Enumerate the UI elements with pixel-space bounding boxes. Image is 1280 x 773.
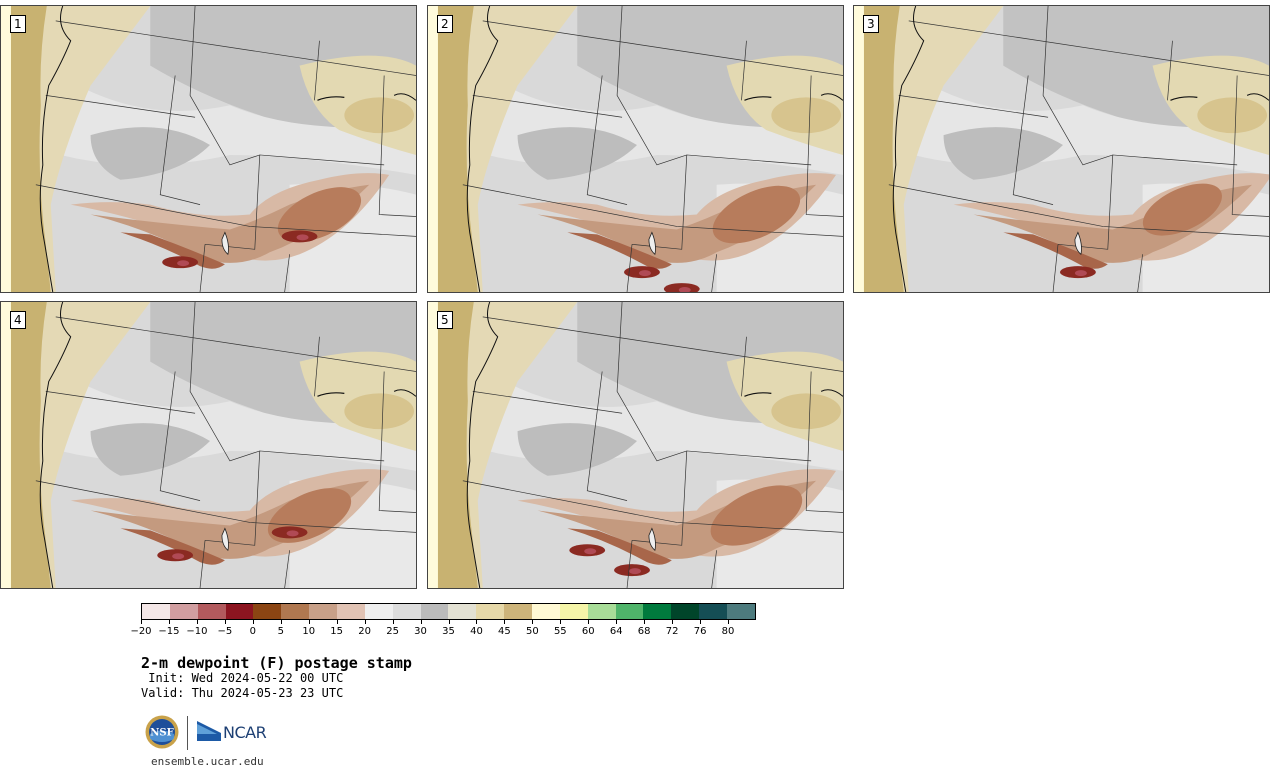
colorbar-swatch: [169, 604, 198, 619]
plot-title: 2-m dewpoint (F) postage stamp: [141, 654, 412, 672]
svg-text:NSF: NSF: [150, 728, 173, 739]
colorbar-swatch: [615, 604, 644, 619]
colorbar-tick: [700, 620, 702, 624]
colorbar-swatch: [253, 604, 282, 619]
member-panel-3: 3: [853, 5, 1270, 293]
colorbar-tick: [224, 620, 226, 624]
website-url: ensemble.ucar.edu: [151, 755, 264, 768]
colorbar-tick: [504, 620, 506, 624]
colorbar-tick-label: −20: [130, 626, 152, 637]
colorbar-tick-label: 50: [525, 626, 539, 637]
colorbar-tick: [588, 620, 590, 624]
colorbar-tick: [448, 620, 450, 624]
colorbar-tick: [141, 620, 142, 624]
colorbar-tick: [364, 620, 366, 624]
ncar-mark-icon: [197, 721, 221, 741]
panel-number: 1: [10, 15, 26, 33]
colorbar-tick-label: −5: [217, 626, 233, 637]
colorbar-tick: [644, 620, 646, 624]
colorbar-swatch: [392, 604, 421, 619]
colorbar-tick: [476, 620, 478, 624]
colorbar-tick: [280, 620, 282, 624]
ncar-logo: NCAR: [197, 720, 277, 746]
panel-number: 2: [437, 15, 453, 33]
colorbar-swatch: [559, 604, 588, 619]
colorbar-tick: [560, 620, 562, 624]
colorbar-tick-label: 20: [358, 626, 371, 637]
colorbar-tick-label: 25: [386, 626, 399, 637]
colorbar-swatch: [225, 604, 254, 619]
logo-separator: [187, 716, 188, 750]
dewpoint-map: [428, 302, 843, 588]
colorbar-swatch: [364, 604, 393, 619]
colorbar-swatch: [587, 604, 616, 619]
colorbar-tick: [308, 620, 310, 624]
colorbar-tick-label: 68: [637, 626, 651, 637]
colorbar: [141, 603, 756, 620]
valid-time: Valid: Thu 2024-05-23 23 UTC: [141, 686, 344, 700]
colorbar-tick: [336, 620, 338, 624]
colorbar-tick-label: 72: [665, 626, 679, 637]
colorbar-swatch: [727, 604, 755, 619]
colorbar-tick: [168, 620, 170, 624]
nsf-logo: NSF: [145, 715, 179, 749]
colorbar-tick-label: 55: [553, 626, 567, 637]
colorbar-swatch: [643, 604, 672, 619]
colorbar-swatch: [504, 604, 533, 619]
colorbar-tick: [728, 620, 730, 624]
colorbar-swatch: [337, 604, 365, 619]
colorbar-tick-label: 10: [302, 626, 316, 637]
dewpoint-map: [428, 6, 843, 292]
colorbar-tick-label: 5: [277, 626, 284, 637]
colorbar-swatch: [197, 604, 226, 619]
colorbar-tick-label: 45: [498, 626, 511, 637]
colorbar-tick: [252, 620, 254, 624]
colorbar-tick-label: 64: [609, 626, 623, 637]
init-time: Init: Wed 2024-05-22 00 UTC: [141, 671, 344, 685]
member-panel-5: 5: [427, 301, 844, 589]
panel-number: 5: [437, 311, 453, 329]
colorbar-tick-label: 35: [442, 626, 455, 637]
member-panel-4: 4: [0, 301, 417, 589]
colorbar-tick-label: 40: [470, 626, 483, 637]
member-panel-1: 1: [0, 5, 417, 293]
dewpoint-map: [1, 302, 416, 588]
colorbar-tick: [420, 620, 422, 624]
panel-number: 4: [10, 311, 26, 329]
colorbar-tick-label: 30: [414, 626, 427, 637]
colorbar-swatch: [142, 604, 170, 619]
colorbar-swatch: [671, 604, 700, 619]
colorbar-tick-label: 76: [693, 626, 707, 637]
colorbar-ticks: −20 −15 −10 −5 0 5 10 15 20 25 30 35 40 45 50 55 60 64 68 7…: [130, 620, 756, 640]
dewpoint-map: [1, 6, 416, 292]
colorbar-swatch: [532, 604, 560, 619]
colorbar-swatch: [476, 604, 505, 619]
dewpoint-map: [854, 6, 1269, 292]
colorbar-swatch: [309, 604, 338, 619]
colorbar-tick: [672, 620, 674, 624]
colorbar-swatch: [420, 604, 449, 619]
colorbar-swatch: [281, 604, 310, 619]
logos: NSF NCAR: [145, 714, 275, 752]
colorbar-tick-label: 80: [721, 626, 735, 637]
colorbar-tick-label: −10: [186, 626, 208, 637]
colorbar-tick: [532, 620, 534, 624]
colorbar-tick-label: −15: [158, 626, 180, 637]
colorbar-tick-label: 60: [581, 626, 595, 637]
colorbar-tick: [196, 620, 198, 624]
colorbar-tick-label: 15: [330, 626, 344, 637]
colorbar-tick: [392, 620, 394, 624]
colorbar-tick-label: 0: [249, 626, 256, 637]
member-panel-2: 2: [427, 5, 844, 293]
colorbar-tick: [616, 620, 618, 624]
colorbar-swatch: [448, 604, 477, 619]
colorbar-swatch: [699, 604, 728, 619]
panel-number: 3: [863, 15, 879, 33]
